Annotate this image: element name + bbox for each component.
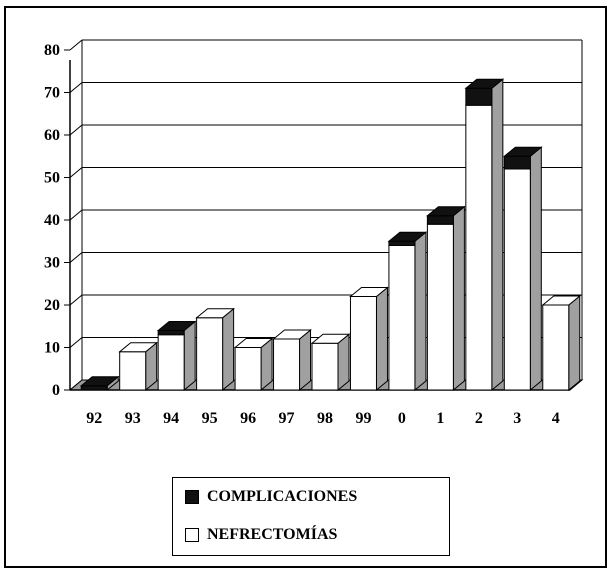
bar-nefrectomias bbox=[349, 296, 377, 391]
bar-top bbox=[464, 78, 505, 89]
bar-nefrectomias bbox=[196, 317, 224, 391]
x-tick-label: 0 bbox=[398, 410, 406, 427]
bar-side bbox=[183, 320, 196, 392]
gridline-side bbox=[69, 252, 83, 263]
bar-complicaciones bbox=[388, 240, 416, 246]
x-tick-label: 97 bbox=[279, 410, 295, 427]
bar-complicaciones bbox=[465, 87, 493, 106]
x-tick-label: 1 bbox=[436, 410, 444, 427]
bar-top bbox=[387, 231, 428, 242]
legend-label-complicaciones: COMPLICACIONES bbox=[207, 488, 358, 505]
x-tick-label: 98 bbox=[317, 410, 333, 427]
gridline-side bbox=[69, 39, 83, 51]
bar-nefrectomias bbox=[273, 338, 301, 391]
gridline-side bbox=[69, 337, 83, 348]
bar-top bbox=[310, 333, 351, 344]
bar-top bbox=[79, 376, 120, 387]
y-tick-label: 10 bbox=[44, 340, 60, 357]
bar-nefrectomias bbox=[465, 104, 493, 391]
legend-item-complicaciones: COMPLICACIONES bbox=[185, 487, 357, 507]
legend-swatch-complicaciones bbox=[185, 490, 199, 504]
x-tick-label: 93 bbox=[125, 410, 141, 427]
bar-complicaciones bbox=[503, 155, 531, 170]
gridline-side bbox=[69, 82, 83, 93]
bar-top bbox=[233, 338, 274, 348]
bar-side bbox=[452, 205, 465, 392]
y-tick-label: 80 bbox=[44, 42, 60, 59]
bar-side bbox=[529, 146, 542, 392]
legend-item-nefrectomias: NEFRECTOMÍAS bbox=[185, 525, 337, 545]
gridline-side bbox=[69, 209, 83, 221]
x-tick-label: 99 bbox=[355, 410, 371, 427]
bar-complicaciones bbox=[426, 215, 454, 225]
bar-side bbox=[491, 78, 504, 392]
y-tick-label: 70 bbox=[44, 85, 60, 102]
bar-nefrectomias bbox=[234, 347, 262, 391]
gridline-side bbox=[69, 124, 83, 136]
x-tick-label: 95 bbox=[202, 410, 218, 427]
y-tick-label: 40 bbox=[44, 212, 60, 229]
x-tick-label: 94 bbox=[163, 410, 179, 427]
bar-complicaciones bbox=[80, 385, 108, 391]
y-tick-label: 20 bbox=[44, 297, 60, 314]
bar-side bbox=[568, 294, 581, 392]
gridline-side bbox=[69, 294, 83, 306]
bar-side bbox=[337, 333, 350, 392]
y-tick-label: 30 bbox=[44, 255, 60, 272]
bar-side bbox=[299, 328, 312, 392]
bar-top bbox=[118, 342, 159, 353]
chart-legend: COMPLICACIONES NEFRECTOMÍAS bbox=[172, 477, 450, 556]
bar-side bbox=[222, 307, 235, 392]
bar-side bbox=[375, 286, 388, 392]
bar-top bbox=[425, 206, 466, 217]
x-tick-label: 2 bbox=[475, 410, 483, 427]
bar-top bbox=[349, 287, 389, 297]
y-tick-label: 0 bbox=[52, 382, 60, 399]
x-tick-label: 96 bbox=[240, 410, 256, 427]
bar-nefrectomias bbox=[157, 334, 185, 391]
x-tick-label: 92 bbox=[86, 410, 102, 427]
bar-nefrectomias bbox=[503, 168, 531, 391]
x-tick-label: 3 bbox=[513, 410, 521, 427]
bar-top bbox=[541, 295, 582, 306]
bar-top bbox=[502, 146, 543, 157]
bar-nefrectomias bbox=[542, 304, 570, 391]
bar-top bbox=[272, 329, 312, 340]
bar-side bbox=[414, 231, 427, 392]
legend-swatch-nefrectomias bbox=[185, 528, 199, 542]
bar-nefrectomias bbox=[119, 351, 147, 391]
bar-top bbox=[195, 308, 236, 319]
bar-nefrectomias bbox=[311, 342, 339, 391]
legend-label-nefrectomias: NEFRECTOMÍAS bbox=[207, 526, 338, 543]
bar-nefrectomias bbox=[426, 223, 454, 391]
x-tick-label: 4 bbox=[552, 410, 560, 427]
bar-nefrectomias bbox=[388, 245, 416, 391]
bar-complicaciones bbox=[157, 330, 185, 336]
bar-top bbox=[156, 321, 197, 331]
gridline-side bbox=[69, 167, 83, 178]
y-tick-label: 60 bbox=[44, 127, 60, 144]
y-tick-label: 50 bbox=[44, 170, 60, 187]
